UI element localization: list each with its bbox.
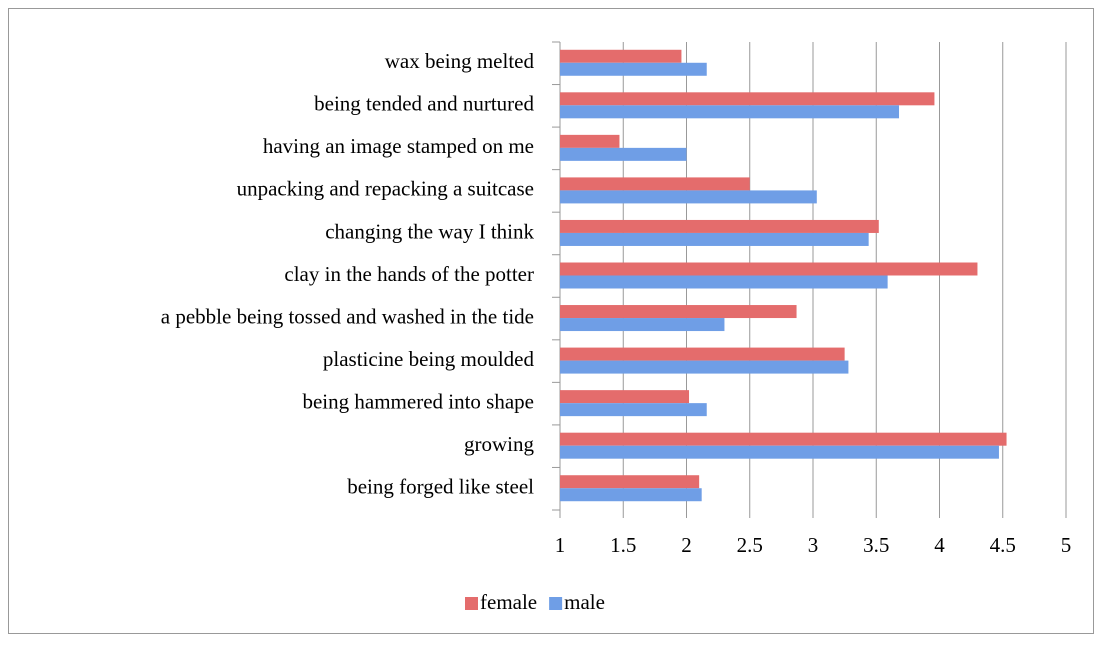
x-tick-label: 3.5	[863, 533, 889, 557]
y-tick-label: wax being melted	[385, 49, 535, 73]
x-tick-label: 4	[934, 533, 945, 557]
y-tick-label: a pebble being tossed and washed in the …	[161, 304, 534, 328]
bar	[560, 318, 725, 332]
bar	[560, 134, 620, 148]
y-tick-label: being hammered into shape	[302, 389, 534, 413]
y-tick-label: clay in the hands of the potter	[284, 262, 534, 286]
bar	[560, 360, 849, 374]
bar	[560, 488, 702, 502]
bar	[560, 445, 999, 459]
x-tick-label: 2	[681, 533, 692, 557]
bar	[560, 177, 750, 191]
y-tick-label: unpacking and repacking a suitcase	[237, 177, 534, 201]
chart-frame	[8, 8, 1094, 634]
y-tick-label: changing the way I think	[325, 219, 534, 243]
bar	[560, 92, 935, 106]
bar	[560, 305, 797, 319]
y-tick-label: having an image stamped on me	[263, 134, 534, 158]
x-tick-label: 3	[808, 533, 819, 557]
x-tick-label: 1	[555, 533, 566, 557]
x-tick-label: 2.5	[737, 533, 763, 557]
bar	[560, 403, 707, 417]
bar	[560, 232, 869, 246]
bar	[560, 347, 845, 361]
x-tick-label: 4.5	[990, 533, 1016, 557]
bar	[560, 390, 690, 404]
legend-label: male	[564, 590, 605, 614]
x-tick-label: 1.5	[610, 533, 636, 557]
bar	[560, 62, 707, 76]
bar	[560, 105, 900, 119]
legend-swatch	[465, 597, 478, 610]
y-tick-label: plasticine being moulded	[323, 347, 535, 371]
legend-swatch	[549, 597, 563, 610]
x-tick-label: 5	[1061, 533, 1072, 557]
bar	[560, 49, 682, 63]
bar	[560, 219, 879, 233]
bar	[560, 262, 978, 276]
bar	[560, 147, 687, 161]
y-tick-label: growing	[464, 432, 534, 456]
bar	[560, 275, 888, 289]
y-tick-label: being forged like steel	[347, 475, 534, 499]
bar	[560, 190, 817, 204]
bar	[560, 432, 1007, 446]
bar	[560, 475, 700, 489]
y-tick-label: being tended and nurtured	[314, 92, 534, 116]
legend-label: female	[480, 590, 537, 614]
